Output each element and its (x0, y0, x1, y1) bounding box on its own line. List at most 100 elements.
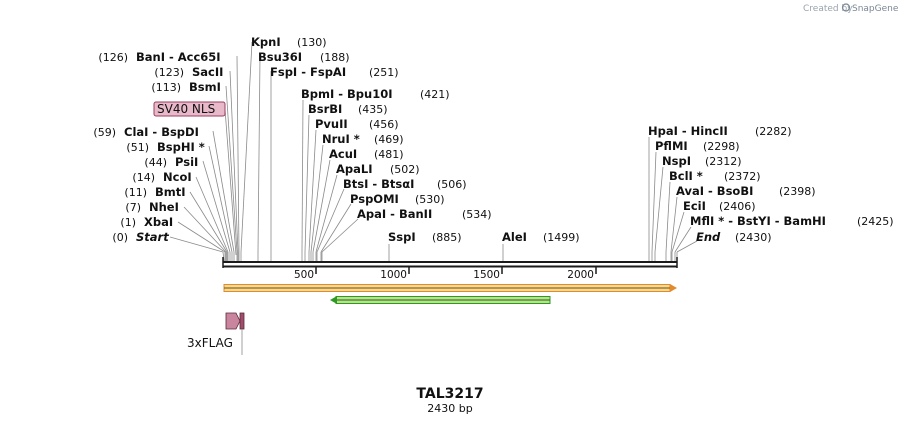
enzyme-label-xbai[interactable]: (1) XbaI (120, 215, 173, 229)
enzyme-label-bsu36i[interactable]: Bsu36I (188) (258, 50, 350, 64)
brand-text: SnapGene (852, 4, 899, 14)
enzyme-label-hpai-hincii[interactable]: HpaI - HincII (2282) (648, 124, 792, 138)
svg-text:SspI: SspI (388, 230, 416, 244)
enzyme-label-end[interactable]: End (2430) (696, 230, 772, 244)
enzyme-label-pvuii[interactable]: PvuII (456) (315, 117, 399, 131)
enzyme-label-bmti[interactable]: (11) BmtI (124, 185, 185, 199)
enzyme-label-pspomi[interactable]: PspOMI (530) (350, 192, 445, 206)
enzyme-label-ncoi[interactable]: (14) NcoI (132, 170, 191, 184)
enzyme-label-alei[interactable]: AleI (1499) (502, 230, 580, 244)
enzyme-label-bsrbi[interactable]: BsrBI (435) (308, 102, 388, 116)
svg-text:PspOMI: PspOMI (350, 192, 399, 206)
svg-text:(188): (188) (320, 51, 350, 64)
enzyme-label-nspi[interactable]: NspI (2312) (662, 154, 742, 168)
enzyme-label-apai-banii[interactable]: ApaI - BanII (534) (357, 207, 492, 221)
svg-text:(1499): (1499) (543, 231, 580, 244)
feature-pink-arrow[interactable] (225, 312, 241, 330)
enzyme-label-kpni[interactable]: KpnI (130) (251, 35, 327, 49)
enzyme-label-btsi-btsai[interactable]: BtsI - BtsαI (506) (343, 177, 467, 191)
svg-text:(113): (113) (151, 81, 181, 94)
svg-text:BanI - Acc65I: BanI - Acc65I (136, 50, 221, 64)
svg-text:(502): (502) (390, 163, 420, 176)
svg-text:ClaI - BspDI: ClaI - BspDI (124, 125, 199, 139)
enzyme-label-bani-acc65i[interactable]: (126) BanI - Acc65I (98, 50, 220, 64)
svg-text:(130): (130) (297, 36, 327, 49)
svg-text:(506): (506) (437, 178, 467, 191)
enzyme-label-bpmi-bpu10i[interactable]: BpmI - Bpu10I (421) (301, 87, 450, 101)
svg-text:BtsI - BtsαI: BtsI - BtsαI (343, 177, 414, 191)
svg-text:(534): (534) (462, 208, 492, 221)
svg-text:(0): (0) (112, 231, 128, 244)
svg-text:ApaI - BanII: ApaI - BanII (357, 207, 432, 221)
svg-text:BclI *: BclI * (669, 169, 703, 183)
svg-text:(251): (251) (369, 66, 399, 79)
plasmid-length: 2430 bp (427, 402, 472, 415)
svg-text:ApaLI: ApaLI (336, 162, 373, 176)
svg-text:(530): (530) (415, 193, 445, 206)
enzyme-label-nrui[interactable]: NruI * (469) (322, 132, 404, 146)
svg-text:(2430): (2430) (735, 231, 772, 244)
sv40-nls-label[interactable]: SV40 NLS (153, 101, 226, 117)
svg-text:(1): (1) (120, 216, 136, 229)
svg-text:(51): (51) (126, 141, 149, 154)
svg-text:BpmI - Bpu10I: BpmI - Bpu10I (301, 87, 393, 101)
svg-text:FspI - FspAI: FspI - FspAI (270, 65, 346, 79)
feature-3xflag[interactable] (239, 312, 245, 355)
svg-text:SV40 NLS: SV40 NLS (157, 102, 215, 116)
orf-reverse-arrow[interactable] (330, 296, 551, 304)
svg-text:(2372): (2372) (724, 170, 761, 183)
svg-text:KpnI: KpnI (251, 35, 281, 49)
svg-text:(2298): (2298) (703, 140, 740, 153)
enzyme-label-sacii[interactable]: (123) SacII (154, 65, 223, 79)
enzyme-label-bcli[interactable]: BclI * (2372) (669, 169, 761, 183)
svg-text:(59): (59) (93, 126, 116, 139)
svg-text:(2282): (2282) (755, 125, 792, 138)
svg-text:PvuII: PvuII (315, 117, 348, 131)
svg-text:NspI: NspI (662, 154, 691, 168)
svg-text:NcoI: NcoI (163, 170, 192, 184)
enzyme-label-sspi[interactable]: SspI (885) (388, 230, 462, 244)
svg-text:(123): (123) (154, 66, 184, 79)
enzyme-label-start[interactable]: (0) Start (112, 230, 169, 244)
svg-text:AleI: AleI (502, 230, 527, 244)
enzyme-label-ecii[interactable]: EciI (2406) (683, 199, 756, 213)
enzyme-label-pflmi[interactable]: PflMI (2298) (655, 139, 740, 153)
svg-text:BsrBI: BsrBI (308, 102, 342, 116)
svg-text:(44): (44) (144, 156, 167, 169)
svg-text:NruI *: NruI * (322, 132, 360, 146)
enzyme-label-bsphi[interactable]: (51) BspHI * (126, 140, 204, 154)
svg-text:PsiI: PsiI (175, 155, 198, 169)
ruler: 500 1000 1500 2000 (294, 267, 597, 281)
orf-forward-arrow[interactable] (223, 284, 677, 292)
svg-text:XbaI: XbaI (144, 215, 173, 229)
svg-text:PflMI: PflMI (655, 139, 688, 153)
enzyme-label-acui[interactable]: AcuI (481) (329, 147, 404, 161)
enzyme-label-bsmi[interactable]: (113) BsmI (151, 80, 220, 94)
enzyme-label-fspi-fspai[interactable]: FspI - FspAI (251) (270, 65, 399, 79)
svg-text:(14): (14) (132, 171, 155, 184)
svg-text:(126): (126) (98, 51, 128, 64)
svg-text:BmtI: BmtI (155, 185, 186, 199)
enzyme-label-nhei[interactable]: (7) NheI (125, 200, 178, 214)
svg-text:(469): (469) (374, 133, 404, 146)
enzyme-label-clai-bspdi[interactable]: (59) ClaI - BspDI (93, 125, 198, 139)
enzyme-label-mfli-bstyi-bamhi[interactable]: MflI * - BstYI - BamHI (2425) (690, 214, 894, 228)
svg-text:Start: Start (136, 230, 169, 244)
svg-text:End: End (696, 230, 721, 244)
enzyme-label-avai-bsobi[interactable]: AvaI - BsoBI (2398) (676, 184, 816, 198)
svg-text:AvaI - BsoBI: AvaI - BsoBI (676, 184, 753, 198)
enzyme-label-psii[interactable]: (44) PsiI (144, 155, 198, 169)
plasmid-name: TAL3217 (416, 386, 483, 402)
snapgene-logo-icon (841, 3, 851, 12)
ruler-label-1500: 1500 (473, 269, 500, 281)
ruler-label-500: 500 (294, 269, 314, 281)
svg-text:EciI: EciI (683, 199, 706, 213)
svg-text:(2425): (2425) (857, 215, 894, 228)
svg-text:NheI: NheI (149, 200, 179, 214)
enzyme-label-apali[interactable]: ApaLI (502) (336, 162, 420, 176)
svg-text:(2312): (2312) (705, 155, 742, 168)
svg-text:(481): (481) (374, 148, 404, 161)
svg-text:(2398): (2398) (779, 185, 816, 198)
svg-text:HpaI - HincII: HpaI - HincII (648, 124, 728, 138)
